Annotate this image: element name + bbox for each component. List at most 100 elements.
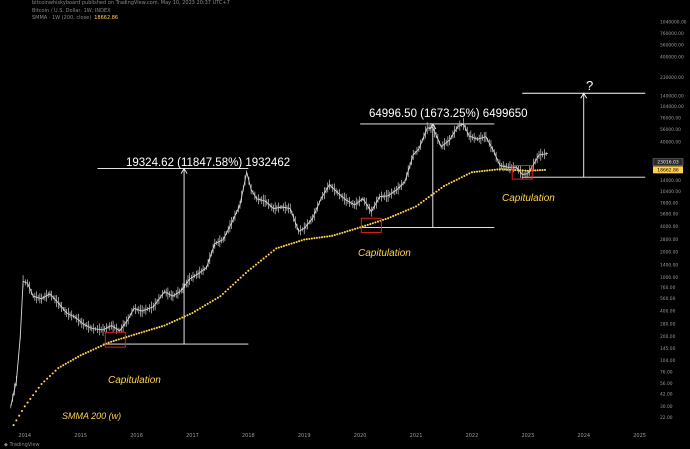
- smma-dot: [338, 232, 341, 235]
- y-axis: 1040000.00 760000.00 560000.00 400000.00 230…: [660, 20, 687, 422]
- smma-dot: [387, 217, 390, 220]
- smma-dot: [333, 234, 336, 237]
- y-tick-label: 7600.00: [660, 200, 678, 206]
- smma-dot: [354, 227, 357, 230]
- smma-dot: [397, 212, 400, 216]
- smma-dot: [308, 237, 311, 240]
- smma-dot: [51, 372, 54, 375]
- smma-dot: [138, 332, 141, 335]
- smma-dot: [458, 177, 461, 180]
- smma-dot: [488, 169, 491, 172]
- indicator-value: 18662.86: [94, 15, 119, 21]
- smma-dot: [176, 318, 179, 321]
- smma-dot: [376, 220, 379, 223]
- smma-dot: [425, 197, 428, 201]
- price-badge-label: 23016.03: [657, 160, 679, 166]
- y-tick-label: 40000.00: [660, 139, 681, 145]
- y-tick-label: 280.00: [660, 322, 676, 328]
- smma-dot: [237, 278, 240, 282]
- smma-dot: [536, 169, 539, 172]
- smma-dot: [239, 276, 242, 279]
- smma-dot: [351, 228, 354, 231]
- smma-dot: [506, 168, 509, 171]
- smma-dot: [315, 236, 318, 239]
- y-tick-label: 230000.00: [660, 75, 684, 81]
- smma-dot: [503, 168, 507, 171]
- smma-dot: [229, 285, 232, 288]
- y-tick-label: 1000.00: [660, 275, 678, 281]
- smma-dot: [32, 394, 35, 397]
- smma-dot: [12, 424, 15, 427]
- smma-dot: [359, 226, 362, 229]
- smma-dot: [524, 169, 527, 172]
- smma-dot: [254, 263, 258, 266]
- smma-dot: [163, 324, 166, 327]
- x-tick-label: 2018: [242, 433, 255, 439]
- smma-dot: [326, 235, 329, 238]
- smma-dot: [270, 251, 273, 254]
- smma-dot: [481, 170, 484, 173]
- smma-dot: [381, 218, 385, 221]
- smma-dot: [384, 218, 387, 221]
- smma-dot: [244, 271, 247, 275]
- y-tick-label: 4000.00: [660, 224, 678, 230]
- smma-dot: [102, 343, 105, 346]
- y-tick-label: 1040000.00: [660, 20, 687, 26]
- smma-dot: [486, 169, 489, 172]
- smma-dot: [125, 336, 128, 339]
- measure-arrow-head: [580, 92, 588, 99]
- smma-dot: [265, 255, 268, 258]
- cycle1-annotation: 19324.62 (11847.58%) 1932462: [126, 157, 290, 169]
- smma-dot: [112, 339, 115, 343]
- x-tick-label: 2015: [74, 433, 87, 439]
- smma-dot: [364, 224, 367, 227]
- capitulation-box: [104, 331, 126, 348]
- smma-dot: [318, 236, 321, 239]
- smma-dot: [191, 311, 194, 315]
- smma-dot: [526, 169, 529, 172]
- smma-dot: [430, 194, 433, 197]
- smma-badge: [653, 166, 683, 174]
- smma-dot: [67, 361, 70, 364]
- smma-series-dots: [12, 168, 546, 427]
- smma-dot: [402, 210, 405, 213]
- smma-dot: [475, 170, 479, 173]
- indicator-name: SMMA · 1W (200, close): [32, 15, 92, 21]
- smma-dot: [82, 353, 85, 356]
- tradingview-logo: ◆ TradingView: [4, 442, 40, 448]
- smma-dot: [414, 205, 418, 208]
- y-tick-label: 104.00: [660, 358, 676, 364]
- x-axis: 2014 2015 2016 2017 2018 2019 2020 2021 2022 2023…: [18, 433, 646, 439]
- smma-dot: [369, 223, 372, 226]
- smma-dot: [132, 333, 136, 336]
- smma-dot: [34, 390, 37, 393]
- smma-dot: [135, 332, 138, 335]
- smma-dot: [450, 181, 453, 184]
- y-tick-label: 400000.00: [660, 55, 684, 61]
- smma-dot: [219, 295, 222, 298]
- y-tick-label: 760.00: [660, 285, 676, 291]
- smma-dot: [448, 182, 451, 185]
- smma-dot: [54, 369, 57, 372]
- smma-dot: [40, 382, 43, 386]
- smma-dot: [193, 310, 197, 313]
- y-tick-label: 2800.00: [660, 237, 678, 243]
- smma-dot: [257, 261, 260, 264]
- smma-dot: [77, 355, 80, 358]
- capitulation-label-2: Capitulation: [358, 248, 411, 259]
- smma-dot: [120, 337, 123, 340]
- y-tick-label: 760000.00: [660, 31, 684, 37]
- smma-dot: [298, 240, 301, 243]
- smma-dot: [420, 201, 423, 204]
- smma-dot: [392, 215, 395, 218]
- indicator-line: SMMA · 1W (200, close) 18662.86: [32, 15, 118, 21]
- smma-dot: [493, 168, 496, 171]
- smma-dot: [539, 169, 542, 172]
- smma-dot: [155, 326, 158, 329]
- smma-dot: [15, 419, 18, 422]
- smma-dot: [399, 211, 402, 214]
- smma-dot: [79, 354, 82, 357]
- smma-dot: [29, 397, 32, 400]
- smma-dot: [94, 347, 97, 350]
